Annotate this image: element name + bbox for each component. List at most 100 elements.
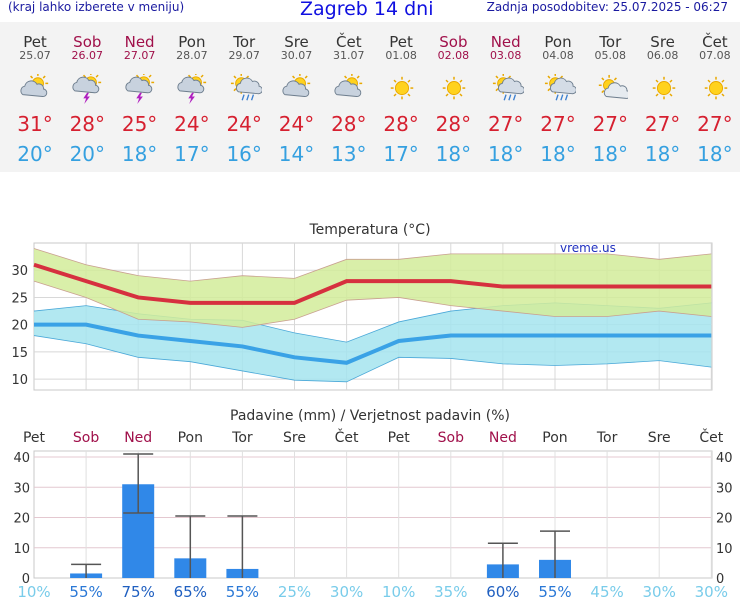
day-date: 03.08 [489, 49, 522, 62]
temp-y-tick: 10 [11, 373, 28, 388]
day-date: 28.07 [176, 49, 208, 62]
precip-x-tick: Sre [648, 430, 671, 446]
min-temp: 18° [697, 142, 733, 166]
precip-y-tick-left: 30 [13, 481, 30, 496]
sun-rain-icon [490, 73, 525, 104]
max-temp-band-upper-edge [33, 248, 712, 282]
day-column: Pet 25.07 31° 20° [9, 22, 61, 172]
precip-y-tick-left: 10 [13, 542, 30, 557]
day-column: Čet 31.07 28° 13° [323, 22, 375, 172]
max-temp: 27° [540, 112, 576, 136]
precip-y-tick-right: 20 [716, 512, 733, 527]
precip-probability: 30% [695, 583, 728, 600]
day-date: 04.08 [542, 49, 574, 62]
thunderstorm-icon [124, 72, 158, 104]
precip-chart-title: Padavine (mm) / Verjetnost padavin (%) [230, 408, 510, 424]
day-name: Pon [178, 33, 206, 51]
precip-x-tick: Tor [596, 430, 618, 446]
precip-probability: 60% [486, 583, 519, 600]
sunny-icon [385, 74, 419, 104]
max-temp-band [34, 248, 712, 328]
precip-x-tick: Sob [73, 430, 99, 446]
precip-probability: 55% [226, 583, 259, 600]
precip-probability: 55% [538, 583, 571, 600]
precip-probability: 75% [122, 583, 155, 600]
max-temp-line [33, 262, 712, 305]
precip-probability: 65% [174, 583, 207, 600]
day-name: Pet [23, 33, 47, 51]
precip-probability: 10% [17, 583, 50, 600]
min-temp: 18° [121, 142, 158, 166]
watermark: vreme.us [560, 241, 616, 255]
forecast-strip: Pet 25.07 31° 20° Sob 26.07 28° 20° Ned 27.07 25° 1… [0, 22, 740, 172]
max-temp: 27° [487, 112, 524, 136]
min-temp: 16° [226, 142, 262, 166]
precip-probability: 35% [434, 583, 467, 600]
day-column: Sob 26.07 28° 20° [61, 22, 113, 172]
max-temp: 24° [278, 112, 315, 136]
day-name: Sob [439, 33, 468, 51]
day-name: Pon [544, 33, 572, 51]
precip-x-tick: Sre [283, 430, 306, 446]
precip-y-tick-right: 0 [716, 572, 724, 587]
thunderstorm-icon [71, 72, 105, 104]
day-column: Ned 27.07 25° 18° [114, 22, 166, 172]
max-temp: 28° [435, 112, 472, 136]
min-temp: 17° [174, 142, 210, 166]
day-name: Čet [336, 33, 362, 51]
day-date: 07.08 [699, 49, 731, 62]
day-date: 06.08 [646, 49, 679, 62]
day-column: Sre 30.07 24° 14° [271, 22, 323, 172]
min-temp-line [34, 322, 712, 365]
max-temp: 24° [226, 112, 262, 136]
precip-x-tick: Čet [335, 428, 359, 446]
min-temp: 18° [435, 142, 472, 166]
max-temp: 27° [592, 112, 629, 136]
precip-x-tick: Sob [438, 430, 464, 446]
sunny-icon [647, 74, 681, 104]
precip-probability: 10% [382, 583, 415, 600]
min-temp: 20° [69, 142, 106, 166]
day-date: 30.07 [280, 49, 313, 62]
sun-rain-icon [228, 73, 263, 104]
precip-probability: 25% [278, 583, 311, 600]
day-column: Tor 05.08 27° 18° [584, 22, 636, 172]
precip-y-tick-right: 30 [716, 481, 733, 496]
precip-y-tick-right: 10 [716, 542, 733, 557]
max-temp: 28° [69, 112, 106, 136]
day-date: 01.08 [385, 49, 417, 62]
precip-y-tick-left: 0 [22, 572, 30, 587]
top-bar: (kraj lahko izberete v meniju) Zagreb 14… [0, 0, 740, 20]
precip-x-tick: Ned [124, 430, 152, 446]
precip-probability: 45% [590, 583, 623, 600]
precip-y-tick-left: 40 [13, 451, 30, 466]
temp-chart-title: Temperatura (°C) [308, 222, 430, 238]
max-temp: 27° [697, 112, 733, 136]
day-date: 05.08 [594, 49, 627, 62]
day-name: Čet [702, 33, 728, 51]
day-column: Sob 02.08 28° 18° [427, 22, 479, 172]
day-date: 26.07 [71, 49, 104, 62]
max-temp: 28° [383, 112, 419, 136]
temp-y-tick: 30 [11, 264, 28, 279]
location-hint[interactable]: (kraj lahko izberete v meniju) [8, 0, 185, 14]
min-temp: 20° [17, 142, 53, 166]
precip-y-tick-left: 20 [13, 512, 30, 527]
day-date: 27.07 [123, 49, 156, 62]
temp-y-tick: 15 [11, 346, 28, 361]
min-temp-band-lower-edge [33, 335, 712, 383]
max-temp: 28° [331, 112, 367, 136]
min-temp: 18° [540, 142, 576, 166]
precip-y-tick-right: 40 [716, 451, 733, 466]
precip-x-tick: Čet [699, 428, 723, 446]
day-column: Ned 03.08 27° 18° [480, 22, 532, 172]
day-name: Tor [599, 33, 622, 51]
sunny-icon [437, 74, 471, 104]
min-temp: 17° [383, 142, 419, 166]
day-date: 31.07 [333, 49, 365, 62]
temp-y-tick: 20 [11, 319, 28, 334]
max-temp: 24° [174, 112, 210, 136]
day-column: Sre 06.08 27° 18° [637, 22, 689, 172]
day-date: 02.08 [437, 49, 470, 62]
day-column: Pon 04.08 27° 18° [532, 22, 584, 172]
